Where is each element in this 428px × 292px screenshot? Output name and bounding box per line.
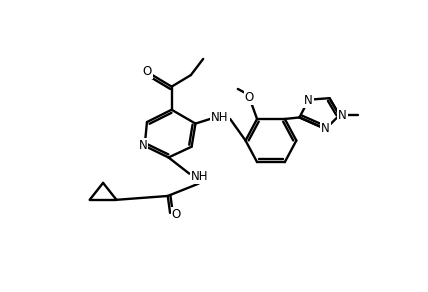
Text: NH: NH bbox=[211, 111, 229, 124]
Text: O: O bbox=[245, 91, 254, 104]
Text: O: O bbox=[172, 208, 181, 221]
Text: NH: NH bbox=[190, 170, 208, 183]
Text: N: N bbox=[321, 122, 330, 135]
Text: N: N bbox=[338, 109, 347, 122]
Text: O: O bbox=[143, 65, 152, 78]
Text: N: N bbox=[139, 139, 148, 152]
Text: N: N bbox=[304, 94, 313, 107]
